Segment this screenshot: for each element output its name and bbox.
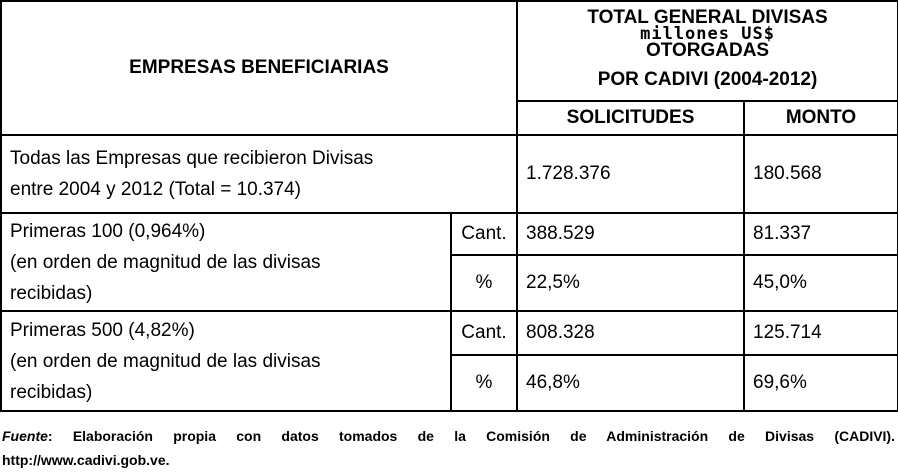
- requests-cell: 22,5%: [516, 254, 746, 312]
- header-title-line2: OTORGADAS: [645, 40, 770, 61]
- qty-label: Cant.: [449, 310, 519, 356]
- table-row: % 22,5% 45,0%: [1, 254, 898, 312]
- amount-column-header: MONTO: [743, 100, 898, 136]
- source-url: http://www.cadivi.gob.ve.: [2, 452, 170, 468]
- header-units: millones US$: [640, 24, 775, 44]
- qty-label: Cant.: [449, 212, 519, 256]
- amount-cell: 81.337: [743, 212, 898, 256]
- source-label: Fuente: [2, 428, 48, 444]
- amount-cell: 45,0%: [743, 254, 898, 312]
- company-column-header: EMPRESAS BENEFICIARIAS: [0, 0, 519, 136]
- amount-cell: 125.714: [743, 310, 898, 356]
- table-row: Primeras 500 (4,82%) (en orden de magnit…: [0, 310, 898, 412]
- totals-group-header: TOTAL GENERAL DIVISAS millones US$ OTORG…: [516, 0, 898, 102]
- row-label: Primeras 500 (4,82%) (en orden de magnit…: [0, 310, 452, 412]
- table-row: Primeras 100 (0,964%) (en orden de magni…: [0, 212, 898, 312]
- pct-label: %: [449, 354, 519, 412]
- table-row: Todas las Empresas que recibieron Divisa…: [0, 134, 898, 214]
- pct-label: %: [449, 254, 519, 312]
- header-title-line3: POR CADIVI (2004-2012): [597, 69, 818, 90]
- table-row: % 46,8% 69,6%: [1, 354, 898, 412]
- amount-cell: 180.568: [743, 134, 898, 214]
- header-title-line1: TOTAL GENERAL DIVISAS: [587, 7, 828, 28]
- row-label: Primeras 100 (0,964%) (en orden de magni…: [0, 212, 452, 312]
- requests-column-header: SOLICITUDES: [516, 100, 746, 136]
- requests-cell: 388.529: [516, 212, 746, 256]
- source-text: : Elaboración propia con datos tomados d…: [47, 428, 895, 444]
- cadivi-currency-table: EMPRESAS BENEFICIARIAS TOTAL GENERAL DIV…: [0, 0, 898, 412]
- row-label: Todas las Empresas que recibieron Divisa…: [0, 134, 519, 214]
- amount-cell: 69,6%: [743, 354, 898, 412]
- requests-cell: 46,8%: [516, 354, 746, 412]
- source-note: Fuente: Elaboración propia con datos tom…: [2, 424, 895, 472]
- requests-cell: 808.328: [516, 310, 746, 356]
- requests-cell: 1.728.376: [516, 134, 746, 214]
